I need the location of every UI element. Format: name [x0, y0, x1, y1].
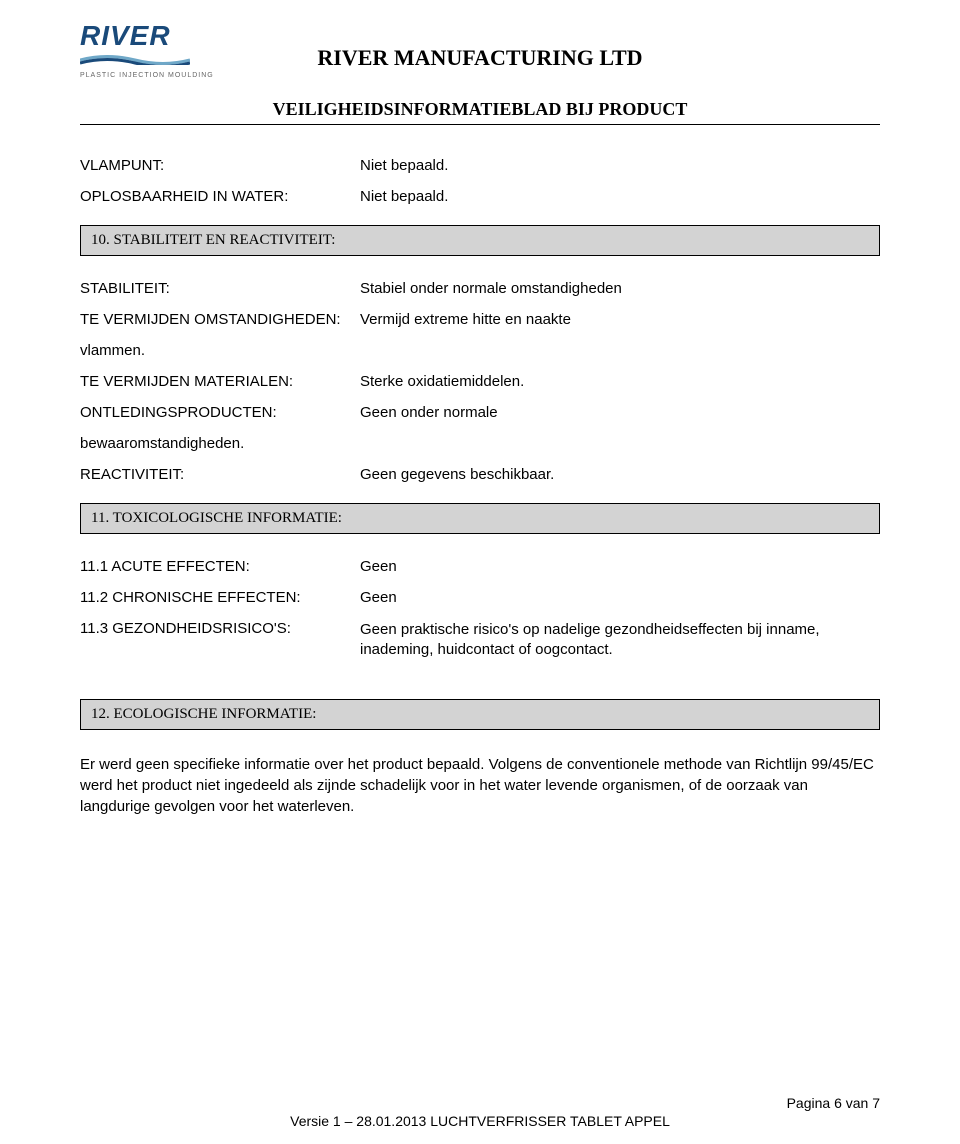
decomp-cont: bewaaromstandigheden. [80, 435, 244, 452]
chronic-label: 11.2 CHRONISCHE EFFECTEN: [80, 589, 360, 606]
field-decomposition: ONTLEDINGSPRODUCTEN: Geen onder normale [80, 404, 880, 421]
field-reactivity: REACTIVITEIT: Geen gegevens beschikbaar. [80, 466, 880, 483]
field-flashpoint: VLAMPUNT: Niet bepaald. [80, 157, 880, 174]
field-acute: 11.1 ACUTE EFFECTEN: Geen [80, 558, 880, 575]
field-chronic: 11.2 CHRONISCHE EFFECTEN: Geen [80, 589, 880, 606]
chronic-value: Geen [360, 589, 397, 606]
flashpoint-value: Niet bepaald. [360, 157, 448, 174]
acute-value: Geen [360, 558, 397, 575]
decomp-value: Geen onder normale [360, 404, 498, 421]
flashpoint-label: VLAMPUNT: [80, 157, 360, 174]
reactivity-value: Geen gegevens beschikbaar. [360, 466, 554, 483]
section-12-header: 12. ECOLOGISCHE INFORMATIE: [80, 699, 880, 730]
field-health-risk: 11.3 GEZONDHEIDSRISICO'S: Geen praktisch… [80, 620, 880, 661]
section-11-header: 11. TOXICOLOGISCHE INFORMATIE: [80, 503, 880, 534]
decomp-label: ONTLEDINGSPRODUCTEN: [80, 404, 360, 421]
avoid-mat-value: Sterke oxidatiemiddelen. [360, 373, 524, 390]
reactivity-label: REACTIVITEIT: [80, 466, 360, 483]
avoid-cond-label: TE VERMIJDEN OMSTANDIGHEDEN: [80, 311, 360, 328]
section-12-body: Er werd geen specifieke informatie over … [80, 754, 880, 817]
section-10-header: 10. STABILITEIT EN REACTIVITEIT: [80, 225, 880, 256]
field-stability: STABILITEIT: Stabiel onder normale omsta… [80, 280, 880, 297]
stability-label: STABILITEIT: [80, 280, 360, 297]
field-avoid-conditions: TE VERMIJDEN OMSTANDIGHEDEN: Vermijd ext… [80, 311, 880, 328]
footer-version: Versie 1 – 28.01.2013 LUCHTVERFRISSER TA… [80, 1112, 880, 1130]
doc-title: VEILIGHEIDSINFORMATIEBLAD BIJ PRODUCT [273, 99, 688, 119]
field-avoid-conditions-cont: vlammen. [80, 342, 880, 359]
solubility-value: Niet bepaald. [360, 188, 448, 205]
logo-subtitle: PLASTIC INJECTION MOULDING [80, 72, 214, 79]
solubility-label: OPLOSBAARHEID IN WATER: [80, 188, 360, 205]
company-logo: RIVER PLASTIC INJECTION MOULDING [80, 20, 214, 79]
health-value: Geen praktische risico's op nadelige gez… [360, 620, 880, 661]
footer-page-number: Pagina 6 van 7 [80, 1094, 880, 1112]
page-footer: Pagina 6 van 7 Versie 1 – 28.01.2013 LUC… [80, 1094, 880, 1130]
logo-text: RIVER [80, 20, 214, 52]
avoid-cond-value: Vermijd extreme hitte en naakte [360, 311, 571, 328]
health-label: 11.3 GEZONDHEIDSRISICO'S: [80, 620, 360, 637]
logo-wave-icon [80, 55, 190, 65]
acute-label: 11.1 ACUTE EFFECTEN: [80, 558, 360, 575]
field-decomposition-cont: bewaaromstandigheden. [80, 435, 880, 452]
stability-value: Stabiel onder normale omstandigheden [360, 280, 622, 297]
field-avoid-materials: TE VERMIJDEN MATERIALEN: Sterke oxidatie… [80, 373, 880, 390]
avoid-mat-label: TE VERMIJDEN MATERIALEN: [80, 373, 360, 390]
field-solubility: OPLOSBAARHEID IN WATER: Niet bepaald. [80, 188, 880, 205]
avoid-cond-cont: vlammen. [80, 342, 145, 359]
doc-title-wrap: VEILIGHEIDSINFORMATIEBLAD BIJ PRODUCT [80, 99, 880, 125]
